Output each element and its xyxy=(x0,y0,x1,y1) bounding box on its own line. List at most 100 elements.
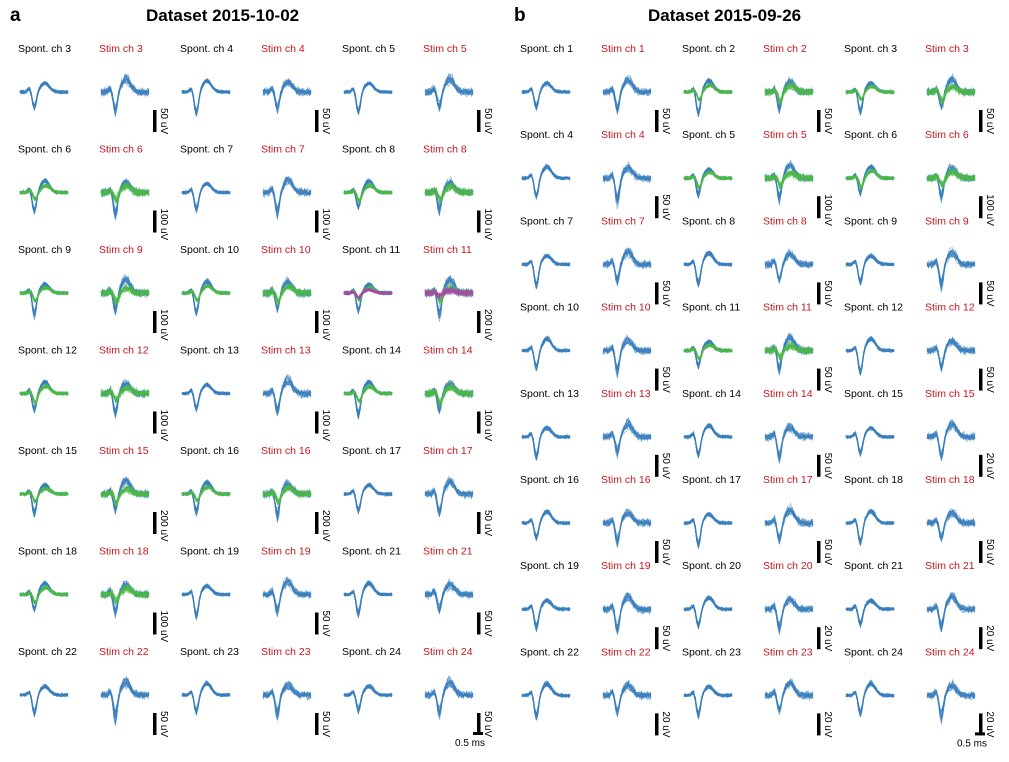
waveform-trace xyxy=(683,513,733,546)
waveform-trace xyxy=(764,84,814,105)
spont-channel-label: Spont. ch 17 xyxy=(682,474,741,486)
waveform-trace xyxy=(343,483,393,513)
waveform-trace xyxy=(521,253,570,289)
waveform-trace xyxy=(521,597,571,631)
stim-channel-label: Stim ch 8 xyxy=(423,144,467,156)
waveform-cell: Spont. ch 14 xyxy=(342,345,401,420)
waveform-trace xyxy=(343,580,393,618)
waveform-trace xyxy=(683,597,733,628)
waveform-trace xyxy=(845,682,895,715)
amplitude-scalebar xyxy=(817,541,821,563)
waveform-trace xyxy=(181,382,231,411)
waveform-trace xyxy=(521,255,571,287)
waveform-trace xyxy=(343,583,393,615)
waveform-cell: Stim ch 8 50 uV xyxy=(763,215,833,306)
waveform-trace xyxy=(683,685,733,717)
waveform-trace xyxy=(343,483,393,515)
waveform-trace xyxy=(521,339,571,368)
waveform-trace xyxy=(845,425,895,457)
waveform-trace xyxy=(521,682,571,719)
waveform-trace xyxy=(521,255,571,288)
waveform-cell: Spont. ch 13 xyxy=(180,345,239,413)
spont-channel-label: Spont. ch 10 xyxy=(180,244,239,256)
waveform-trace xyxy=(683,423,733,456)
waveform-trace xyxy=(845,509,895,545)
spont-channel-label: Spont. ch 16 xyxy=(180,445,239,457)
amplitude-scale-label: 100 uV xyxy=(482,209,493,241)
waveform-trace xyxy=(683,513,733,547)
amplitude-scalebar xyxy=(315,110,319,132)
waveform-trace xyxy=(344,484,393,514)
amplitude-scale-label: 50 uV xyxy=(158,108,169,134)
waveform-trace xyxy=(521,339,571,369)
waveform-trace xyxy=(19,686,69,714)
waveform-trace xyxy=(845,427,895,455)
waveform-trace xyxy=(521,255,571,287)
amplitude-scale-label: 50 uV xyxy=(482,711,493,737)
waveform-trace xyxy=(522,511,571,540)
waveform-trace xyxy=(262,685,312,715)
waveform-trace xyxy=(343,82,393,114)
waveform-trace xyxy=(845,254,895,286)
spont-channel-label: Spont. ch 12 xyxy=(844,302,903,314)
waveform-trace xyxy=(683,425,733,457)
waveform-trace xyxy=(845,685,895,714)
stim-channel-label: Stim ch 4 xyxy=(261,43,305,55)
amplitude-scalebar xyxy=(315,512,319,534)
waveform-trace xyxy=(602,77,652,110)
waveform-trace xyxy=(683,686,733,718)
waveform-trace xyxy=(343,483,393,515)
waveform-cell: Stim ch 3 50 uV xyxy=(99,43,169,134)
stim-channel-label: Stim ch 2 xyxy=(763,43,807,55)
waveform-trace xyxy=(19,82,69,110)
waveform-trace xyxy=(262,180,312,212)
waveform-trace xyxy=(845,683,895,716)
spont-channel-label: Spont. ch 23 xyxy=(682,646,741,658)
waveform-trace xyxy=(262,686,312,712)
amplitude-scale-label: 100 uV xyxy=(320,309,331,341)
waveform-trace xyxy=(19,686,69,716)
waveform-trace xyxy=(926,169,976,189)
amplitude-scale-label: 100 uV xyxy=(320,209,331,241)
amplitude-scalebar xyxy=(477,411,481,434)
spont-channel-label: Spont. ch 24 xyxy=(844,646,903,658)
waveform-cell: Spont. ch 15 xyxy=(18,445,77,518)
waveform-trace xyxy=(845,337,895,375)
waveform-trace xyxy=(181,182,231,212)
waveform-trace xyxy=(424,479,474,517)
waveform-trace xyxy=(926,421,976,458)
waveform-trace xyxy=(683,344,733,358)
amplitude-scale-label: 50 uV xyxy=(660,194,671,220)
waveform-trace xyxy=(845,425,895,457)
waveform-trace xyxy=(424,680,474,715)
waveform-cell: Spont. ch 2 xyxy=(682,43,735,117)
waveform-trace xyxy=(19,687,69,713)
waveform-trace xyxy=(845,426,895,456)
stim-channel-label: Stim ch 21 xyxy=(925,560,975,572)
waveform-trace xyxy=(19,82,69,109)
waveform-trace xyxy=(343,485,393,510)
waveform-cell: Stim ch 4 50 uV xyxy=(261,43,331,134)
waveform-trace xyxy=(343,686,393,711)
waveform-trace xyxy=(343,485,393,512)
amplitude-scalebar xyxy=(153,311,157,333)
waveform-trace xyxy=(926,84,976,102)
waveform-trace xyxy=(181,182,231,211)
waveform-trace xyxy=(343,582,393,615)
spont-channel-label: Spont. ch 23 xyxy=(180,646,239,658)
waveform-trace xyxy=(764,511,814,537)
waveform-cell: Stim ch 16 50 uV xyxy=(601,474,671,565)
amplitude-scale-label: 50 uV xyxy=(984,367,995,393)
waveform-trace xyxy=(845,510,895,545)
waveform-trace xyxy=(521,337,571,369)
waveform-trace xyxy=(181,683,231,715)
spont-channel-label: Spont. ch 22 xyxy=(520,646,579,658)
waveform-trace xyxy=(764,595,814,636)
stim-channel-label: Stim ch 18 xyxy=(925,474,975,486)
amplitude-scalebar xyxy=(477,311,481,333)
spont-channel-label: Spont. ch 21 xyxy=(844,560,903,572)
waveform-trace xyxy=(845,254,895,286)
waveform-trace xyxy=(19,82,69,111)
waveform-trace xyxy=(602,424,652,456)
waveform-trace xyxy=(521,599,571,629)
